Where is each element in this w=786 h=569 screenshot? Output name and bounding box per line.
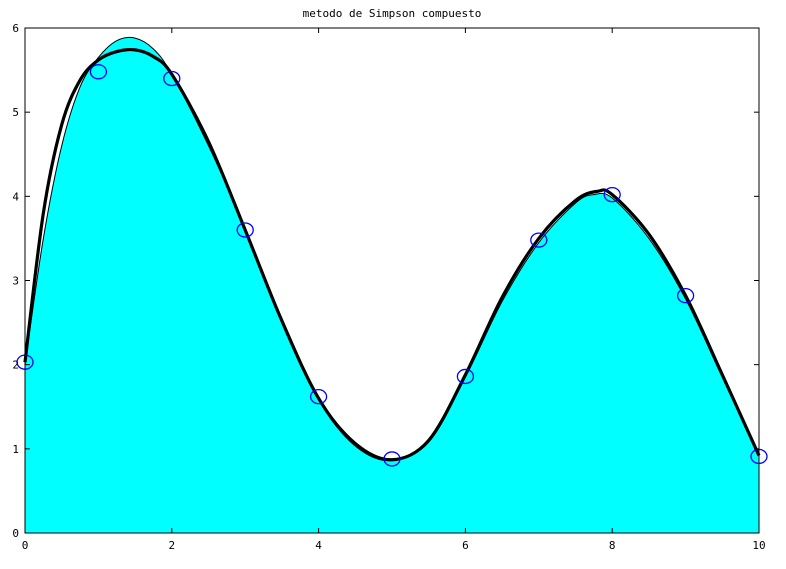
data-point-marker — [603, 186, 621, 203]
chart-title: metodo de Simpson compuesto — [303, 7, 482, 20]
plot-area — [16, 36, 768, 534]
y-tick-label: 1 — [12, 443, 19, 456]
x-tick-label: 8 — [609, 539, 616, 552]
series-line — [23, 47, 761, 462]
data-point-marker — [309, 388, 328, 405]
x-tick-label: 6 — [462, 539, 469, 552]
y-tick-label: 5 — [12, 106, 19, 119]
x-tick-label: 0 — [22, 539, 29, 552]
data-point-marker — [236, 222, 254, 238]
x-tick-label: 2 — [168, 539, 175, 552]
x-tick-label: 4 — [315, 539, 322, 552]
data-point-marker — [383, 451, 401, 467]
x-tick-label: 10 — [752, 539, 765, 552]
y-tick-label: 4 — [12, 190, 19, 203]
data-point-marker — [456, 368, 475, 385]
data-point-marker — [163, 70, 181, 87]
y-tick-label: 6 — [12, 22, 19, 35]
y-tick-label: 2 — [12, 359, 19, 372]
y-tick-label: 3 — [12, 275, 19, 288]
axes: 0 2 4 6 8 10 0 1 2 3 4 5 6 — [12, 22, 765, 552]
data-point-marker — [676, 287, 695, 304]
y-tick-label: 0 — [12, 527, 19, 540]
data-point-marker — [530, 232, 548, 248]
data-point-marker — [89, 64, 108, 80]
